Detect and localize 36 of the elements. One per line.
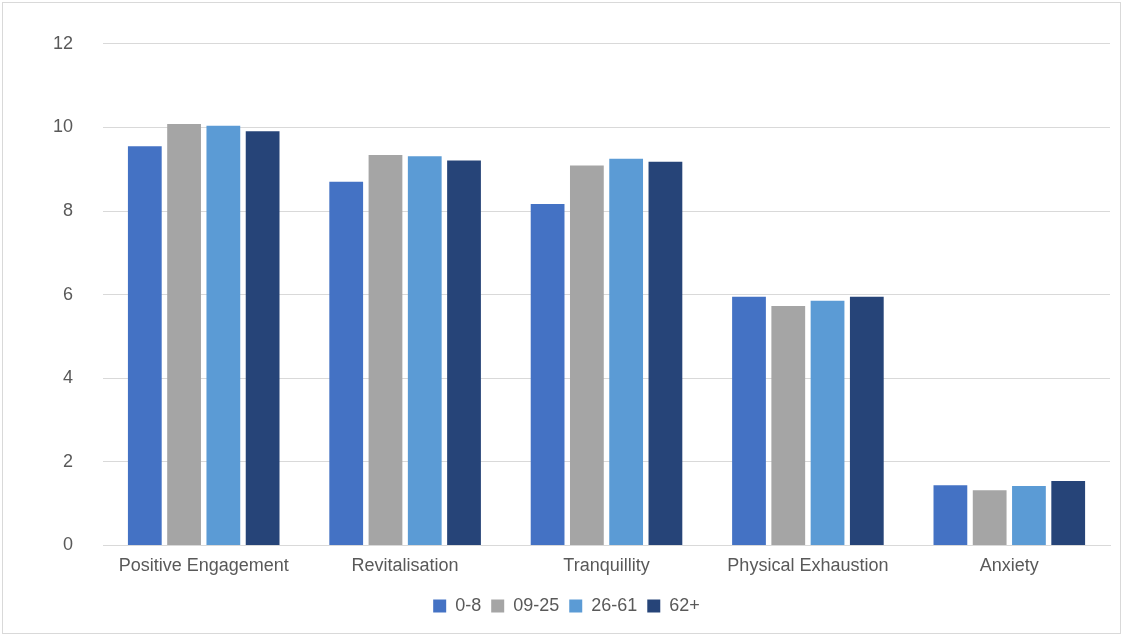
bar xyxy=(771,305,806,545)
legend-label: 0-8 xyxy=(455,594,482,615)
x-tick-label: Revitalisation xyxy=(351,555,459,576)
y-tick-label: 6 xyxy=(63,283,74,304)
legend-label: 62+ xyxy=(669,594,700,615)
y-tick-label: 8 xyxy=(63,199,74,220)
bar xyxy=(206,125,241,545)
bar xyxy=(609,158,644,545)
bar xyxy=(407,156,442,545)
bar xyxy=(933,485,968,545)
bar xyxy=(447,160,481,545)
y-tick-label: 2 xyxy=(63,450,74,471)
legend-label: 09-25 xyxy=(513,594,560,615)
bar xyxy=(245,131,280,545)
bar xyxy=(648,161,683,545)
bar xyxy=(849,296,884,545)
bar xyxy=(329,181,364,545)
bar xyxy=(368,154,403,545)
bar xyxy=(732,296,766,545)
bar xyxy=(127,146,162,545)
x-tick-label: Tranquillity xyxy=(563,555,650,576)
y-tick-label: 10 xyxy=(52,116,74,137)
y-tick-label: 0 xyxy=(63,534,74,555)
bar xyxy=(1012,486,1046,545)
bar xyxy=(1051,481,1086,545)
bar xyxy=(167,124,201,545)
x-tick-label: Positive Engagement xyxy=(118,555,289,576)
y-tick-label: 4 xyxy=(63,367,74,388)
x-tick-label: Anxiety xyxy=(979,555,1039,576)
bar xyxy=(530,203,565,545)
bar xyxy=(810,300,845,545)
y-tick-label: 12 xyxy=(52,32,74,53)
legend-label: 26-61 xyxy=(591,594,638,615)
bar xyxy=(569,165,604,545)
x-tick-label: Physical Exhaustion xyxy=(727,555,889,576)
bar xyxy=(972,490,1007,545)
